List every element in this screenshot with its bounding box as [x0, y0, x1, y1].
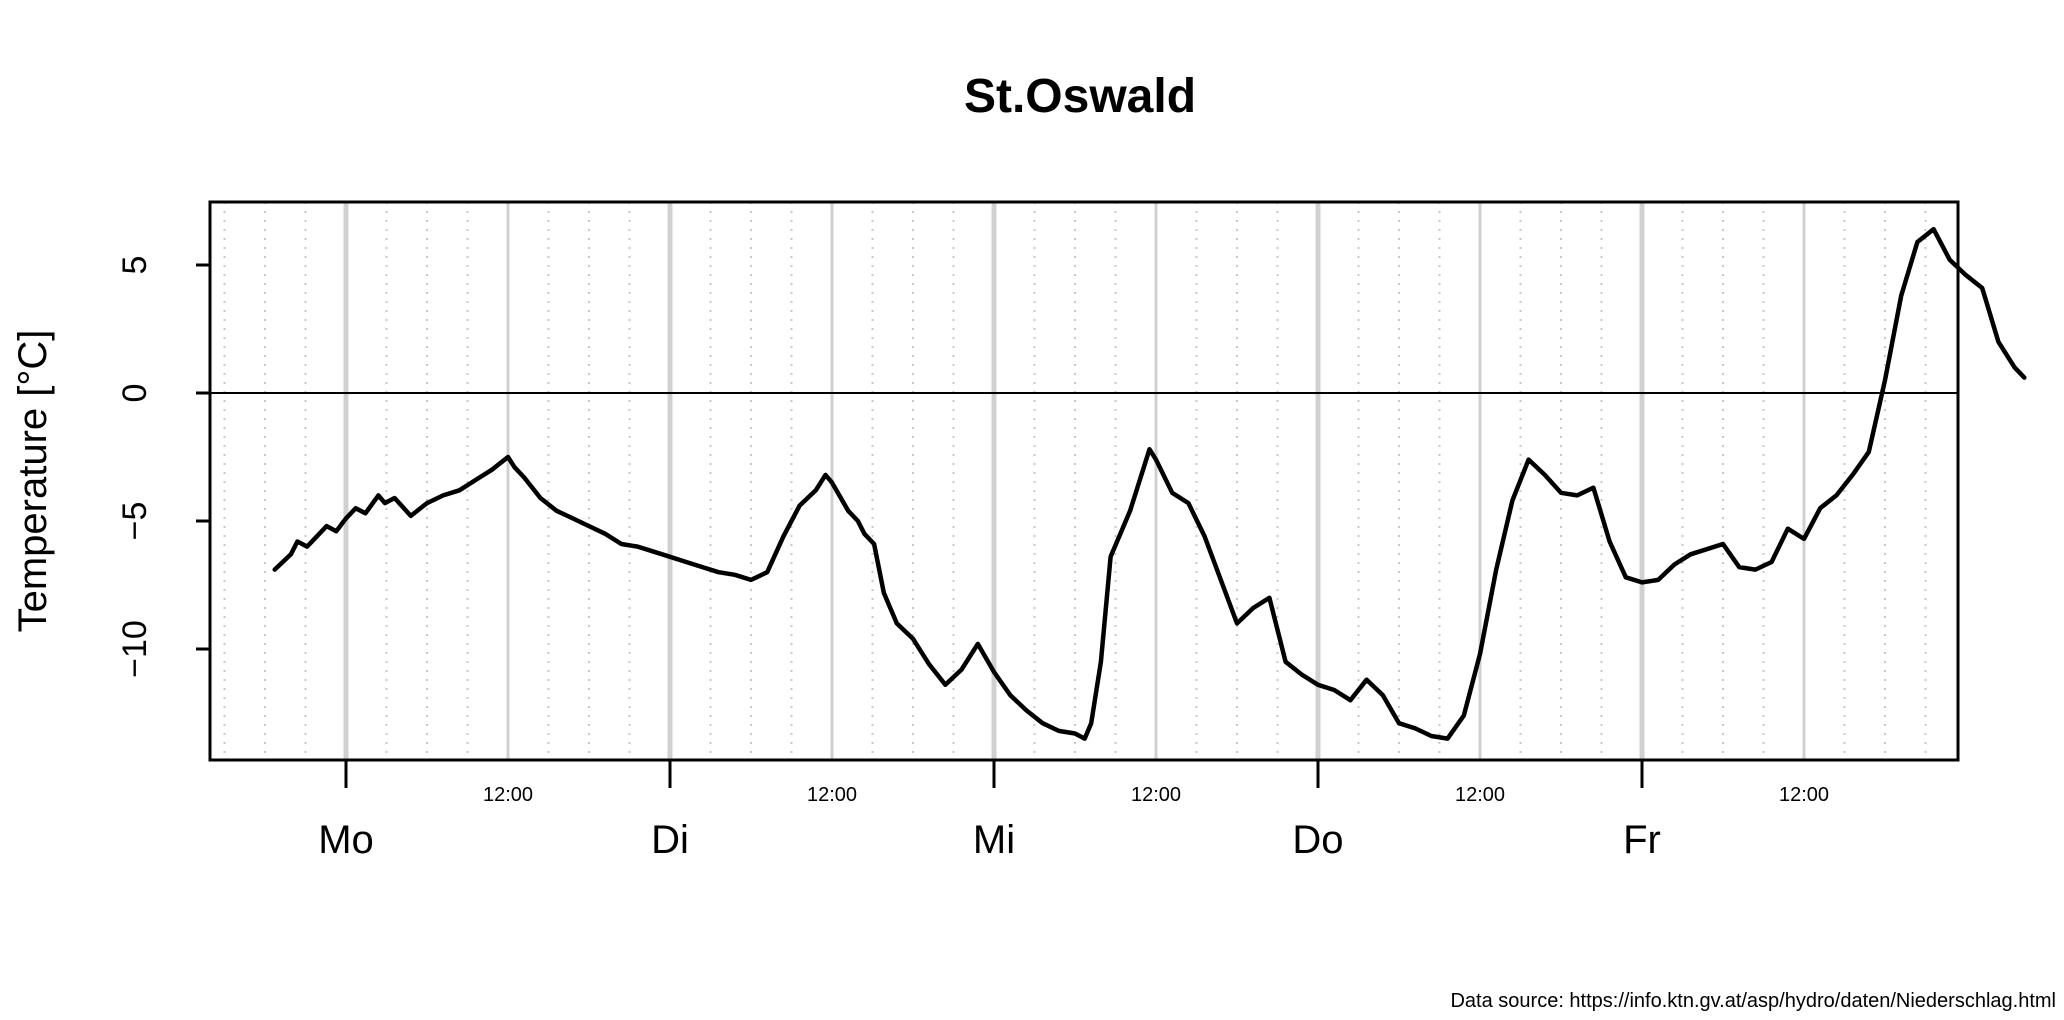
temperature-line	[272, 226, 2027, 741]
hour-label: 12:00	[1131, 784, 1181, 806]
hour-label: 12:00	[807, 784, 857, 806]
day-label: Mo	[318, 818, 374, 862]
day-label: Do	[1292, 818, 1343, 862]
x-axis: Mo 12:00 Di 12:00 Mi 12:00 Do 12:00 Fr 12:00	[318, 760, 1829, 862]
hour-label: 12:00	[1779, 784, 1829, 806]
data-source-note: Data source: https://info.ktn.gv.at/asp/…	[1450, 990, 2056, 1012]
grid-lines	[223, 202, 1927, 760]
hour-label: 12:00	[483, 784, 533, 806]
y-axis-label: Temperature [°C]	[11, 330, 55, 633]
chart-title: St.Oswald	[964, 70, 1196, 123]
plot-frame	[208, 200, 1960, 762]
y-tick-label: −5	[116, 502, 154, 541]
y-tick-label: 0	[116, 384, 154, 403]
day-label: Mi	[973, 818, 1015, 862]
y-tick-label: 5	[116, 256, 154, 275]
day-label: Di	[651, 818, 689, 862]
y-tick-label: −10	[116, 620, 154, 678]
hour-label: 12:00	[1455, 784, 1505, 806]
day-label: Fr	[1623, 818, 1661, 862]
y-axis: 5 0 −5 −10	[116, 256, 210, 678]
